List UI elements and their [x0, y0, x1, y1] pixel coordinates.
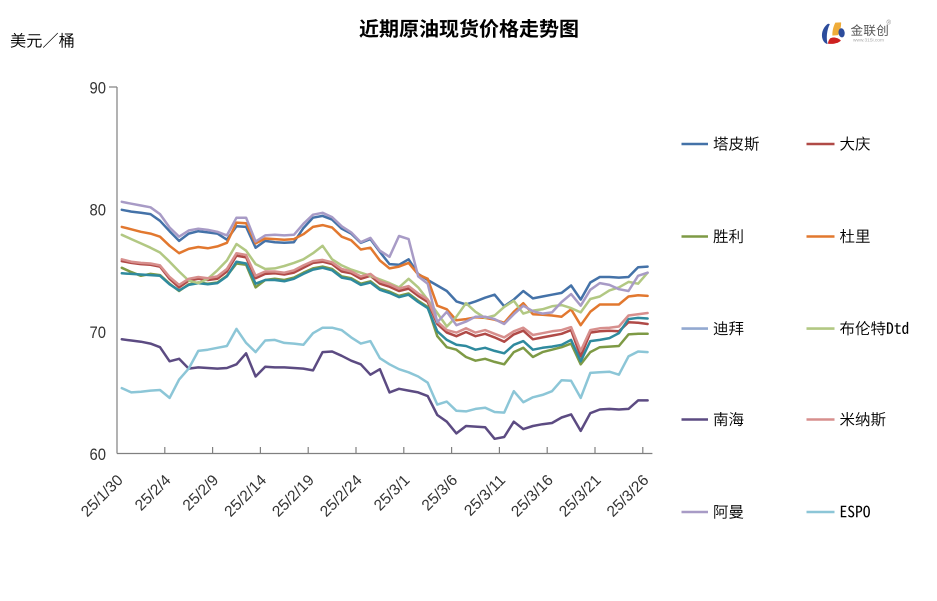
svg-text:70: 70	[90, 323, 107, 342]
svg-text:60: 60	[90, 445, 107, 464]
svg-text:www.315i.com: www.315i.com	[853, 37, 884, 43]
svg-text:®: ®	[887, 20, 892, 27]
svg-text:80: 80	[90, 201, 107, 220]
svg-text:90: 90	[90, 79, 107, 98]
